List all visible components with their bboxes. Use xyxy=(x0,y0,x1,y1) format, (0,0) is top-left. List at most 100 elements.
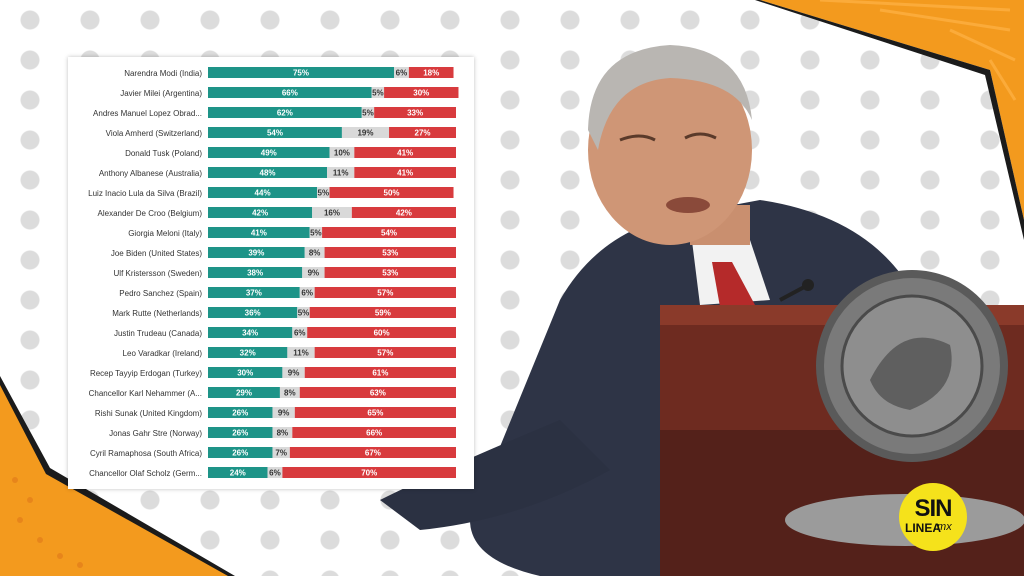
bar-neutral xyxy=(297,307,310,318)
data-label-positive: 42% xyxy=(252,209,268,218)
data-label-neutral: 9% xyxy=(308,269,320,278)
data-label-neutral: 5% xyxy=(298,309,310,318)
data-label-neutral: 6% xyxy=(396,69,408,78)
bar-negative xyxy=(289,447,456,458)
bar-neutral xyxy=(267,467,283,478)
bar-negative xyxy=(329,187,454,198)
category-label: Anthony Albanese (Australia) xyxy=(99,169,203,178)
category-label: Mark Rutte (Netherlands) xyxy=(112,309,202,318)
data-label-positive: 75% xyxy=(293,69,309,78)
category-label: Pedro Sanchez (Spain) xyxy=(119,289,202,298)
category-label: Andres Manuel Lopez Obrad... xyxy=(93,109,202,118)
data-label-neutral: 7% xyxy=(275,449,287,458)
data-label-neutral: 6% xyxy=(269,469,281,478)
data-label-neutral: 9% xyxy=(278,409,290,418)
category-label: Narendra Modi (India) xyxy=(124,69,202,78)
data-label-positive: 66% xyxy=(282,89,298,98)
bar-neutral xyxy=(309,227,323,238)
category-label: Chancellor Olaf Scholz (Germ... xyxy=(89,469,202,478)
bar-positive xyxy=(208,247,305,258)
bar-positive xyxy=(208,227,310,238)
bar-negative xyxy=(294,407,456,418)
approval-chart: Narendra Modi (India) 75% 6% 18% Javier Mile… xyxy=(68,57,474,489)
data-label-negative: 57% xyxy=(377,289,393,298)
bar-negative xyxy=(314,287,456,298)
bar-negative xyxy=(389,127,456,138)
data-label-positive: 37% xyxy=(246,289,262,298)
bar-neutral xyxy=(272,427,293,438)
data-label-negative: 65% xyxy=(367,409,383,418)
bar-neutral xyxy=(327,167,355,178)
bar-negative xyxy=(374,107,456,118)
bar-negative xyxy=(354,147,456,158)
data-label-positive: 41% xyxy=(251,229,267,238)
data-label-neutral: 16% xyxy=(324,209,340,218)
bar-positive xyxy=(208,67,394,78)
data-label-negative: 67% xyxy=(365,449,381,458)
bar-neutral xyxy=(317,187,330,198)
data-label-negative: 42% xyxy=(396,209,412,218)
data-label-positive: 32% xyxy=(240,349,256,358)
data-label-negative: 41% xyxy=(397,149,413,158)
data-label-positive: 30% xyxy=(237,369,253,378)
bar-positive xyxy=(208,207,313,218)
category-label: Recep Tayyip Erdogan (Turkey) xyxy=(90,369,202,378)
logo-text-sin: SIN xyxy=(914,495,952,522)
data-label-positive: 44% xyxy=(255,189,271,198)
data-label-positive: 26% xyxy=(232,449,248,458)
data-label-neutral: 11% xyxy=(333,169,349,178)
data-label-neutral: 11% xyxy=(293,349,309,358)
bar-negative xyxy=(384,87,459,98)
bar-positive xyxy=(208,367,283,378)
data-label-negative: 50% xyxy=(384,189,400,198)
category-label: Rishi Sunak (United Kingdom) xyxy=(95,409,202,418)
bar-positive xyxy=(208,127,342,138)
data-label-positive: 36% xyxy=(245,309,261,318)
bar-negative xyxy=(354,167,456,178)
data-label-neutral: 8% xyxy=(284,389,296,398)
category-label: Chancellor Karl Nehammer (A... xyxy=(89,389,202,398)
bar-positive xyxy=(208,427,273,438)
category-label: Jonas Gahr Stre (Norway) xyxy=(109,429,202,438)
data-label-negative: 59% xyxy=(375,309,391,318)
data-label-neutral: 5% xyxy=(318,189,330,198)
data-label-positive: 49% xyxy=(261,149,277,158)
bar-neutral xyxy=(302,267,325,278)
bar-neutral xyxy=(272,447,290,458)
bar-positive xyxy=(208,327,293,338)
data-label-negative: 18% xyxy=(423,69,439,78)
bar-negative xyxy=(309,307,456,318)
bar-positive xyxy=(208,347,288,358)
data-label-negative: 66% xyxy=(366,429,382,438)
bar-neutral xyxy=(292,327,308,338)
data-label-neutral: 8% xyxy=(277,429,289,438)
data-label-negative: 27% xyxy=(415,129,431,138)
bar-positive xyxy=(208,447,273,458)
logo-text-mx: .mx xyxy=(934,521,952,533)
bar-neutral xyxy=(312,207,352,218)
data-label-negative: 63% xyxy=(370,389,386,398)
bar-positive xyxy=(208,407,273,418)
bar-neutral xyxy=(279,387,300,398)
bar-negative xyxy=(299,387,456,398)
data-label-negative: 41% xyxy=(397,169,413,178)
bar-neutral xyxy=(287,347,315,358)
stacked-bar-chart: Narendra Modi (India) 75% 6% 18% Javier Mile… xyxy=(88,67,459,478)
bar-neutral xyxy=(371,87,385,98)
category-label: Ulf Kristersson (Sweden) xyxy=(114,269,203,278)
bar-positive xyxy=(208,87,372,98)
data-label-positive: 39% xyxy=(248,249,264,258)
bar-positive xyxy=(208,267,303,278)
bar-positive xyxy=(208,387,280,398)
category-label: Javier Milei (Argentina) xyxy=(120,89,202,98)
data-label-positive: 24% xyxy=(230,469,246,478)
logo-text-linea: LINEA xyxy=(905,521,941,535)
data-label-neutral: 10% xyxy=(334,149,350,158)
data-label-negative: 60% xyxy=(374,329,390,338)
category-label: Leo Varadkar (Ireland) xyxy=(123,349,203,358)
data-label-positive: 62% xyxy=(277,109,293,118)
data-label-negative: 54% xyxy=(381,229,397,238)
bar-positive xyxy=(208,187,318,198)
data-label-negative: 53% xyxy=(382,249,398,258)
